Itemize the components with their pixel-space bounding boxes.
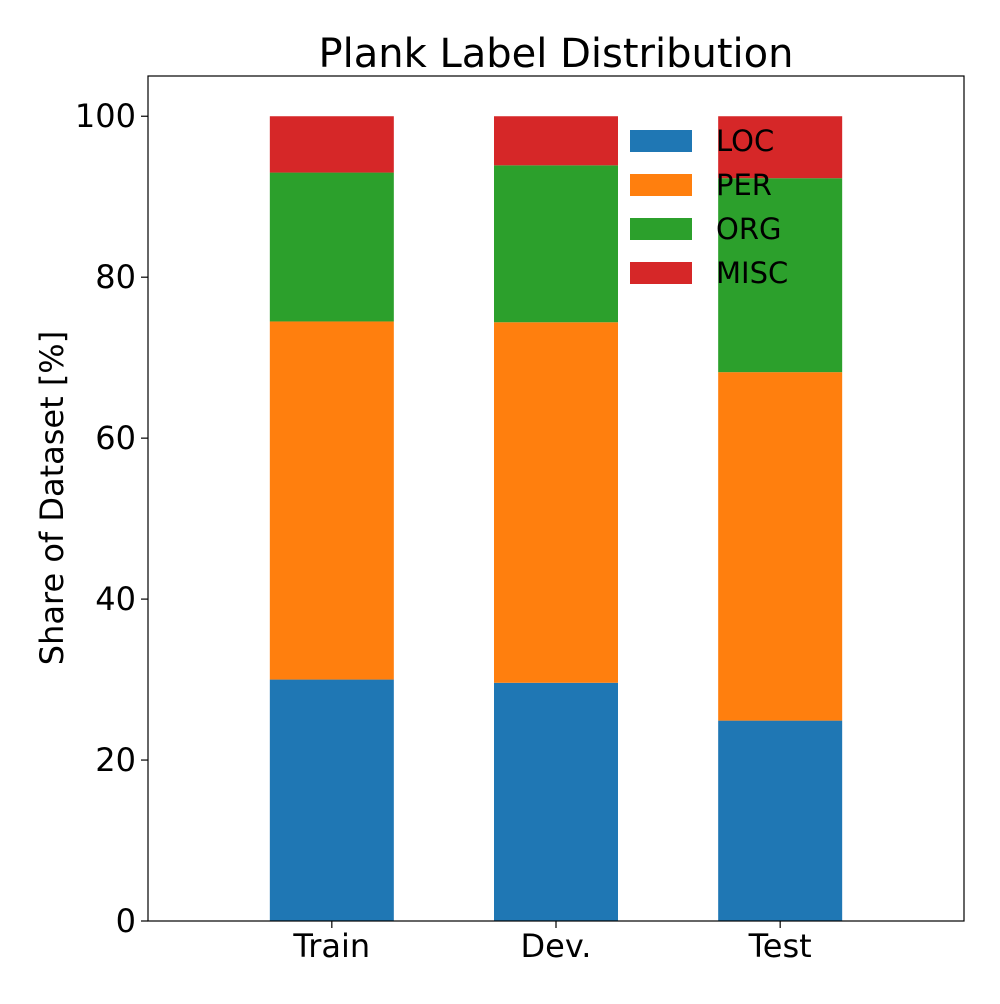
bar-segment-org-test (718, 178, 843, 373)
y-tick-label: 80 (95, 258, 136, 296)
bar-segment-loc-test (718, 720, 843, 921)
legend-swatch-per (630, 174, 692, 196)
bar-segment-misc-test (718, 116, 843, 179)
x-tick-label: Dev. (521, 927, 592, 965)
y-tick-label: 60 (95, 419, 136, 457)
bar-segment-loc-dev (494, 682, 618, 921)
legend-label-org: ORG (716, 212, 781, 246)
ticks-layer: 0 20 40 60 80 100 Train Dev. Test (75, 97, 812, 965)
legend-swatch-loc (630, 130, 692, 152)
bar-segment-per-train (269, 321, 394, 680)
chart-title: Plank Label Distribution (319, 31, 794, 77)
y-tick-label: 0 (116, 902, 136, 940)
legend-label-loc: LOC (716, 124, 774, 158)
x-tick-label: Test (748, 927, 812, 965)
bar-segment-org-train (269, 172, 394, 322)
bar-segment-per-test (718, 372, 843, 721)
y-axis-label: Share of Dataset [%] (33, 331, 71, 665)
y-tick-label: 20 (95, 741, 136, 779)
bars-layer (269, 116, 843, 921)
legend[interactable]: LOC PER ORG MISC (630, 124, 788, 290)
legend-swatch-misc (630, 262, 692, 284)
legend-label-misc: MISC (716, 256, 788, 290)
x-tick-label: Train (292, 927, 370, 965)
bar-segment-per-dev (494, 322, 618, 683)
bar-segment-org-dev (494, 165, 618, 323)
bar-segment-loc-train (269, 679, 394, 921)
legend-swatch-org (630, 218, 692, 240)
bar-segment-misc-dev (494, 116, 618, 166)
legend-label-per: PER (716, 168, 772, 202)
y-tick-label: 100 (75, 97, 136, 135)
y-tick-label: 40 (95, 580, 136, 618)
bar-segment-misc-train (269, 116, 394, 173)
